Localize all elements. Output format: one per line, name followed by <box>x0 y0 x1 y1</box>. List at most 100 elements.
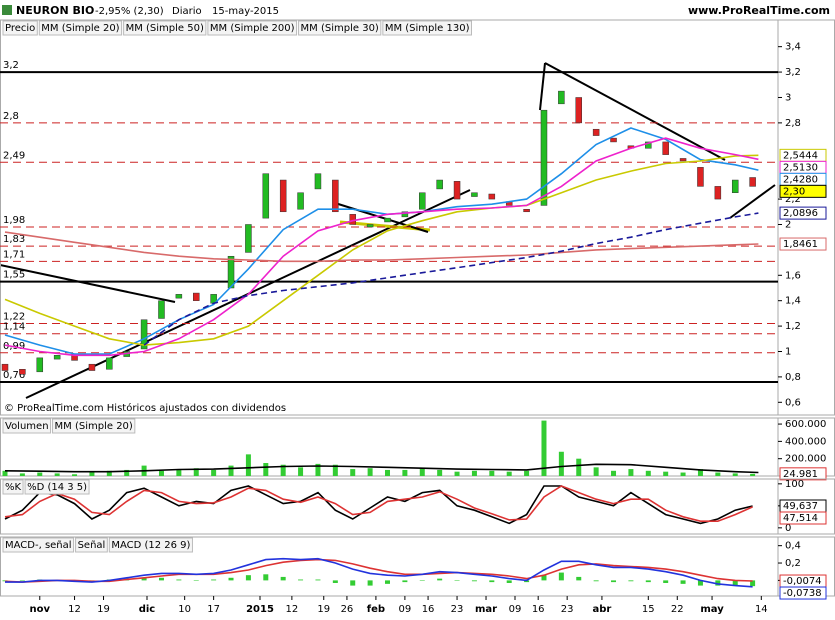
bar <box>332 580 338 583</box>
candle <box>19 369 26 375</box>
bar <box>732 580 738 586</box>
bar <box>715 472 721 476</box>
bar <box>645 470 651 476</box>
series-line <box>4 485 753 525</box>
bar <box>245 454 251 476</box>
y-tick-label: 3,2 <box>785 67 801 78</box>
candle <box>193 292 200 301</box>
bar <box>245 575 251 581</box>
bar <box>611 580 617 583</box>
y-tick-label: 0,4 <box>785 541 801 552</box>
bar <box>367 468 373 476</box>
legend-box <box>2 479 24 495</box>
bar <box>697 469 703 476</box>
bar <box>176 579 182 581</box>
trendline <box>539 62 546 111</box>
bar <box>228 577 234 581</box>
x-tick-label: mar <box>475 604 497 615</box>
bar <box>280 576 286 581</box>
bar <box>350 580 356 586</box>
bar <box>106 470 112 476</box>
legend-label: MM (Simple 30) <box>301 23 379 34</box>
bar <box>19 473 25 476</box>
bar <box>315 463 321 476</box>
candle <box>523 208 530 213</box>
bar <box>298 467 304 476</box>
trendline <box>0 264 176 303</box>
x-tick-label: 16 <box>422 604 435 615</box>
legend-label: MM (Simple 20) <box>41 23 119 34</box>
value-box-label: 2,30 <box>783 186 805 197</box>
x-tick-label: may <box>700 604 724 615</box>
y-tick-label: 3,4 <box>785 42 801 53</box>
legend-label: MM (Simple 130) <box>385 23 470 34</box>
bar <box>558 451 564 476</box>
y-tick-label: 600.000 <box>785 419 826 430</box>
legend-box <box>2 418 52 434</box>
candle <box>697 167 704 187</box>
y-tick-label: 1,6 <box>785 270 801 281</box>
legend-box <box>38 20 123 36</box>
bar <box>750 580 756 587</box>
bar <box>367 580 373 586</box>
bar <box>72 474 78 476</box>
candle <box>401 211 409 218</box>
bar <box>489 470 495 476</box>
bar <box>2 580 8 582</box>
y-tick-label: 2,8 <box>785 118 801 129</box>
bar <box>19 580 25 581</box>
candle <box>140 319 148 350</box>
candle <box>366 224 374 228</box>
legend-label: Precio <box>5 23 35 34</box>
bar <box>663 580 669 583</box>
series-line <box>5 557 753 588</box>
x-tick-label: 22 <box>671 604 684 615</box>
candle <box>436 179 443 190</box>
bar <box>593 467 599 476</box>
y-tick-label: 2,2 <box>785 194 801 205</box>
value-box-label: 2,0896 <box>783 208 818 219</box>
bar <box>419 468 425 476</box>
y-tick-label: 0,8 <box>785 372 801 383</box>
trendline <box>729 184 776 219</box>
bar <box>385 469 390 476</box>
bar <box>37 472 43 476</box>
bar <box>663 471 669 476</box>
bar <box>350 469 356 476</box>
level-label: 3,2 <box>3 60 19 71</box>
x-tick-label: 12 <box>68 604 81 615</box>
candle <box>175 294 183 299</box>
bar <box>158 577 164 581</box>
candle <box>314 173 322 190</box>
candle <box>1 363 9 371</box>
bar <box>558 572 564 581</box>
value-box-label: 47,514 <box>783 513 818 524</box>
y-tick-label: 1,2 <box>785 321 801 332</box>
value-box-label: -0,0074 <box>783 576 822 587</box>
change: -2,95% (2,30) <box>95 6 164 17</box>
x-tick-label: 09 <box>509 604 522 615</box>
bar <box>645 580 651 583</box>
level-label: 1,55 <box>3 270 25 281</box>
value-box-label: 1,8461 <box>783 239 818 250</box>
level-label: 1,14 <box>3 322 25 333</box>
bar <box>437 469 443 476</box>
y-tick-label: 2 <box>785 219 791 230</box>
level-label: 1,71 <box>3 249 25 260</box>
bar <box>593 580 599 582</box>
y-tick-label: 0 <box>785 523 791 534</box>
level-label: 0,76 <box>3 370 25 381</box>
candle <box>679 158 687 162</box>
bar <box>124 469 130 476</box>
x-tick-label: 10 <box>178 604 191 615</box>
x-tick-label: 23 <box>561 604 574 615</box>
series-line <box>4 231 759 263</box>
level-label: 1,22 <box>3 312 25 323</box>
bar <box>193 580 199 581</box>
trendline <box>544 62 726 161</box>
legend-box <box>123 20 207 36</box>
y-tick-label: 0,6 <box>785 397 801 408</box>
candle <box>106 357 113 370</box>
level-label: 2,49 <box>3 150 25 161</box>
